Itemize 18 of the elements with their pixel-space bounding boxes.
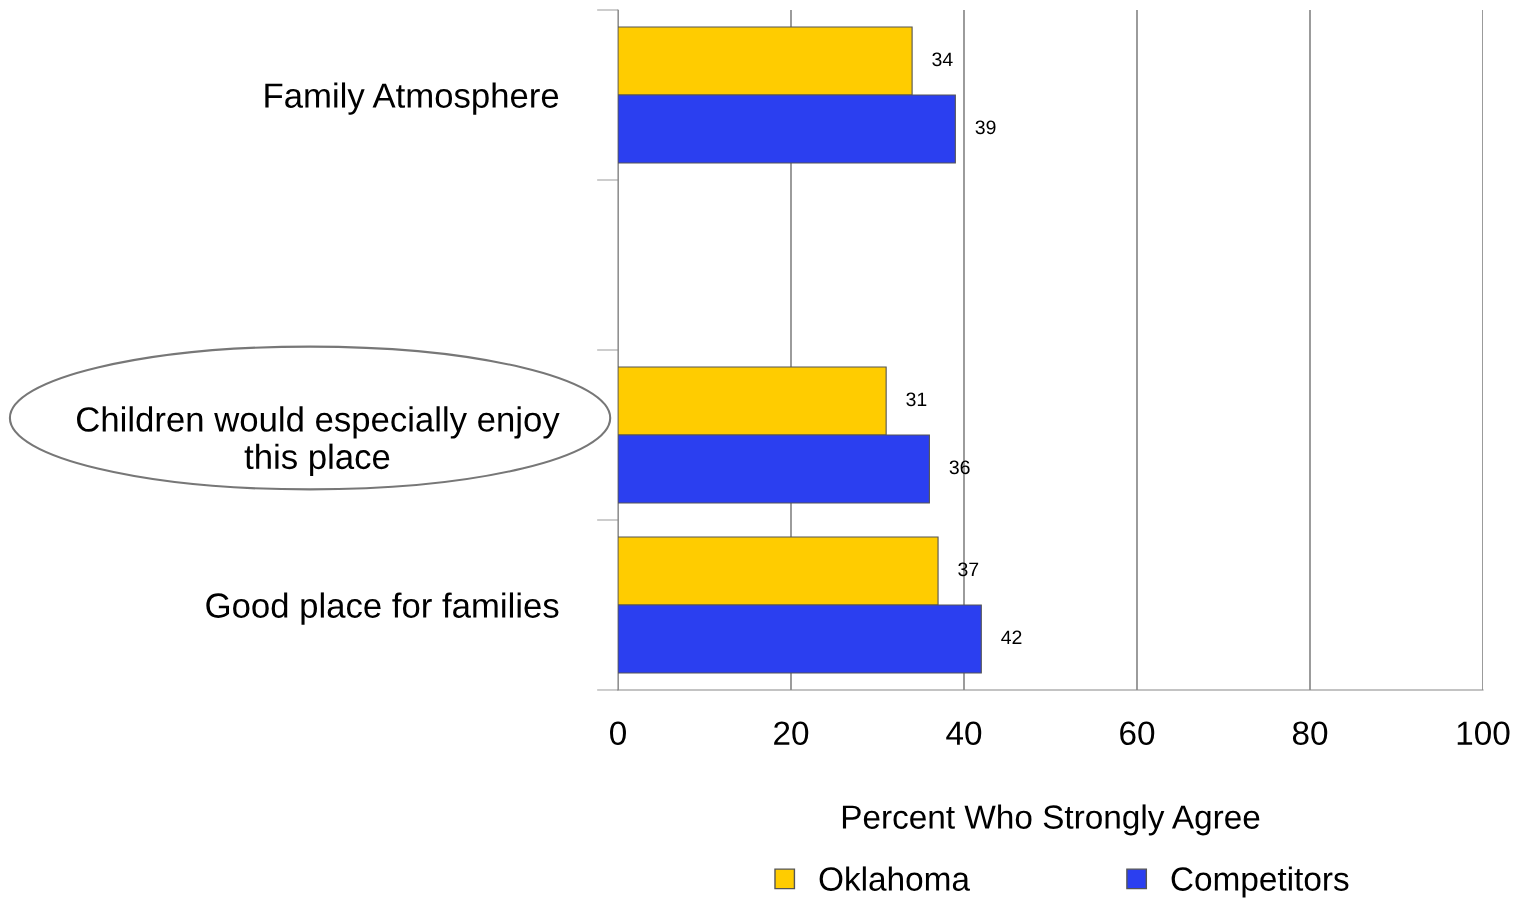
legend-label: Competitors xyxy=(1171,866,1349,898)
x-tick-label: 100 xyxy=(1457,721,1510,746)
y-tick-label: Good place for families xyxy=(206,592,559,625)
data-label: 39 xyxy=(975,120,996,135)
x-axis-title: Percent Who Strongly Agree xyxy=(842,804,1260,836)
data-label: 37 xyxy=(958,562,979,577)
x-tick-label: 80 xyxy=(1292,721,1328,746)
x-tick-label: 40 xyxy=(946,721,982,746)
x-tick-label: 20 xyxy=(774,721,809,746)
y-tick-label: Children would especially enjoy this place xyxy=(77,406,560,476)
data-label: 31 xyxy=(906,392,927,407)
x-tick-label: 60 xyxy=(1120,721,1155,746)
x-tick-label: 0 xyxy=(610,721,626,746)
legend-label: Oklahoma xyxy=(819,866,970,891)
y-tick-label: Family Atmosphere xyxy=(265,82,559,115)
data-label: 36 xyxy=(949,460,970,475)
data-label: 42 xyxy=(1001,630,1022,645)
data-label: 34 xyxy=(932,52,953,67)
